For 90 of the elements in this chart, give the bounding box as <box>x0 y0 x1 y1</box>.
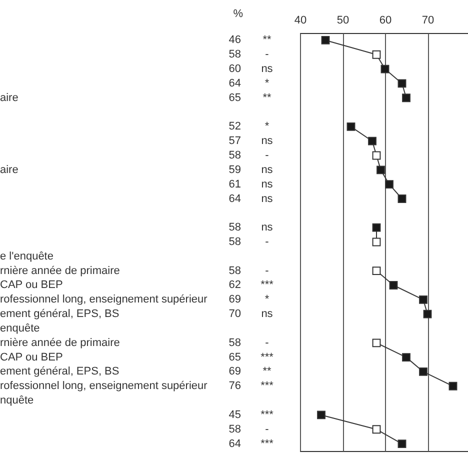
y-tick-label: enquête <box>0 322 40 334</box>
text: ** <box>262 366 272 378</box>
point <box>389 281 398 290</box>
text: * <box>264 120 270 133</box>
y-tick-label: e l'enquête <box>0 250 54 262</box>
point <box>346 122 356 131</box>
point <box>317 410 326 420</box>
text: *** <box>260 380 274 392</box>
data-label: 65 <box>228 92 241 104</box>
data-label: 58 <box>228 264 241 277</box>
data-label: 46 <box>228 34 241 46</box>
text: - <box>265 423 270 436</box>
text: ns <box>261 135 274 148</box>
point <box>372 151 381 160</box>
y-tick-label: ement général, EPS, BS <box>0 308 120 320</box>
point <box>321 36 330 44</box>
text: ns <box>261 222 274 234</box>
x2-tick-label: 70 <box>422 14 434 26</box>
data-label: 61 <box>228 178 241 190</box>
data-label: 58 <box>228 423 241 436</box>
point <box>380 64 390 74</box>
point <box>372 425 381 434</box>
text: *** <box>260 438 274 450</box>
y-tick-label: CAP ou BEP <box>0 351 63 364</box>
text: * <box>264 77 270 90</box>
text: ns <box>261 308 274 320</box>
data-label: 57 <box>228 135 241 148</box>
y-tick-label: rnière année de primaire <box>0 336 120 349</box>
data-label: 60 <box>228 63 241 76</box>
data-label: 64 <box>228 77 241 90</box>
data-label: 65 <box>228 351 241 364</box>
point <box>419 368 428 376</box>
x2-tick-label: 60 <box>379 14 392 26</box>
y-tick-label: ement général, EPS, BS <box>0 366 120 378</box>
point <box>368 136 376 146</box>
y-tick-label: rnière année de primaire <box>0 264 120 277</box>
point <box>385 180 394 189</box>
data-label: 52 <box>228 120 241 133</box>
text: ns <box>261 164 274 176</box>
text: * <box>264 294 270 306</box>
y-tick-label: CAP ou BEP <box>0 279 63 292</box>
text: - <box>265 264 270 277</box>
text: ns <box>261 63 274 76</box>
text: *** <box>260 408 274 421</box>
point <box>398 79 406 88</box>
text: - <box>265 236 270 248</box>
point <box>372 238 381 246</box>
point <box>398 194 406 203</box>
point <box>372 266 381 276</box>
text: ns <box>261 192 274 205</box>
text: - <box>265 48 270 61</box>
data-label: 76 <box>228 380 241 392</box>
data-label: 64 <box>228 438 241 450</box>
data-label: 58 <box>228 150 241 162</box>
y-tick-label: rofessionnel long, enseignement supérieur <box>0 294 208 306</box>
text: ns <box>261 178 274 190</box>
point <box>419 295 428 304</box>
text: ** <box>262 92 272 104</box>
data-label: 58 <box>228 336 241 349</box>
text: *** <box>260 351 274 364</box>
data-label: 69 <box>228 294 241 306</box>
data-label: 58 <box>228 222 241 234</box>
text: - <box>265 336 270 349</box>
data-label: 45 <box>228 408 241 421</box>
text: ** <box>262 34 272 46</box>
data-label: 58 <box>228 48 241 61</box>
text: *** <box>260 279 274 292</box>
data-label: 58 <box>228 236 241 248</box>
data-label: 70 <box>228 308 241 320</box>
point <box>448 382 458 390</box>
point <box>402 353 410 362</box>
data-label: 62 <box>228 279 241 292</box>
text: % <box>233 8 244 20</box>
point <box>372 50 381 59</box>
data-label: 64 <box>228 192 241 205</box>
point <box>398 440 406 448</box>
point <box>402 94 410 102</box>
y-tick-label: nquête <box>0 394 34 407</box>
point <box>372 338 381 348</box>
y-tick-label: aire <box>0 164 18 176</box>
data-label: 59 <box>228 164 241 176</box>
y-tick-label: aire <box>0 92 18 104</box>
text: - <box>265 150 270 162</box>
point <box>372 223 381 232</box>
x2-tick-label: 40 <box>294 14 307 26</box>
y-tick-label: rofessionnel long, enseignement supérieur <box>0 380 208 392</box>
data-label: 69 <box>228 366 241 378</box>
x2-tick-label: 50 <box>336 14 350 26</box>
point <box>376 166 385 174</box>
point <box>423 310 432 318</box>
